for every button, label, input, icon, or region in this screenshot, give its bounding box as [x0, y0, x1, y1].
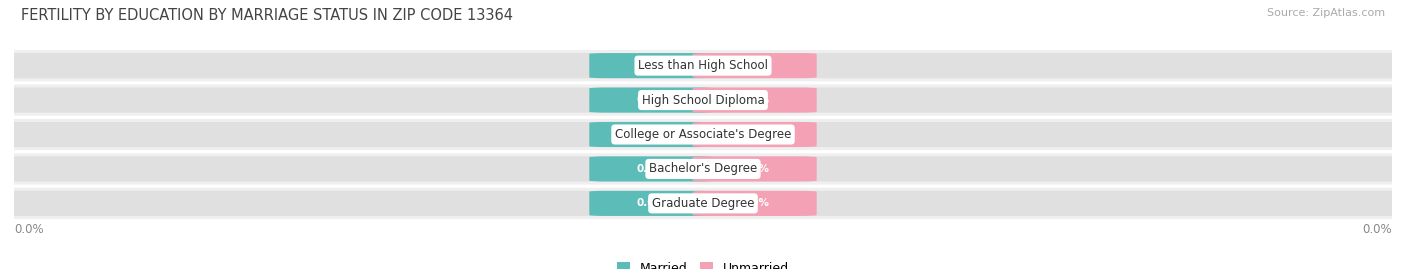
FancyBboxPatch shape [693, 122, 817, 147]
FancyBboxPatch shape [0, 122, 1406, 147]
FancyBboxPatch shape [693, 191, 817, 216]
Text: 0.0%: 0.0% [637, 129, 666, 140]
FancyBboxPatch shape [589, 53, 713, 78]
FancyBboxPatch shape [589, 122, 713, 147]
Text: 0.0%: 0.0% [740, 198, 769, 208]
Text: High School Diploma: High School Diploma [641, 94, 765, 107]
Text: 0.0%: 0.0% [637, 61, 666, 71]
FancyBboxPatch shape [589, 191, 713, 216]
Text: 0.0%: 0.0% [637, 198, 666, 208]
FancyBboxPatch shape [693, 156, 817, 182]
FancyBboxPatch shape [0, 87, 1406, 113]
FancyBboxPatch shape [693, 53, 817, 78]
Text: 0.0%: 0.0% [740, 129, 769, 140]
Text: 0.0%: 0.0% [740, 164, 769, 174]
Legend: Married, Unmarried: Married, Unmarried [612, 257, 794, 269]
Text: FERTILITY BY EDUCATION BY MARRIAGE STATUS IN ZIP CODE 13364: FERTILITY BY EDUCATION BY MARRIAGE STATU… [21, 8, 513, 23]
Text: 0.0%: 0.0% [740, 61, 769, 71]
FancyBboxPatch shape [0, 191, 1406, 216]
FancyBboxPatch shape [0, 156, 1406, 182]
Text: 0.0%: 0.0% [740, 95, 769, 105]
FancyBboxPatch shape [0, 84, 1406, 116]
Text: 0.0%: 0.0% [637, 164, 666, 174]
Text: College or Associate's Degree: College or Associate's Degree [614, 128, 792, 141]
Text: 0.0%: 0.0% [637, 95, 666, 105]
Text: Less than High School: Less than High School [638, 59, 768, 72]
Text: Bachelor's Degree: Bachelor's Degree [650, 162, 756, 175]
FancyBboxPatch shape [0, 119, 1406, 150]
FancyBboxPatch shape [0, 53, 1406, 78]
FancyBboxPatch shape [693, 87, 817, 113]
Text: 0.0%: 0.0% [1362, 223, 1392, 236]
FancyBboxPatch shape [589, 87, 713, 113]
FancyBboxPatch shape [589, 156, 713, 182]
FancyBboxPatch shape [0, 50, 1406, 81]
Text: Source: ZipAtlas.com: Source: ZipAtlas.com [1267, 8, 1385, 18]
FancyBboxPatch shape [0, 188, 1406, 219]
FancyBboxPatch shape [0, 153, 1406, 185]
Text: 0.0%: 0.0% [14, 223, 44, 236]
Text: Graduate Degree: Graduate Degree [652, 197, 754, 210]
